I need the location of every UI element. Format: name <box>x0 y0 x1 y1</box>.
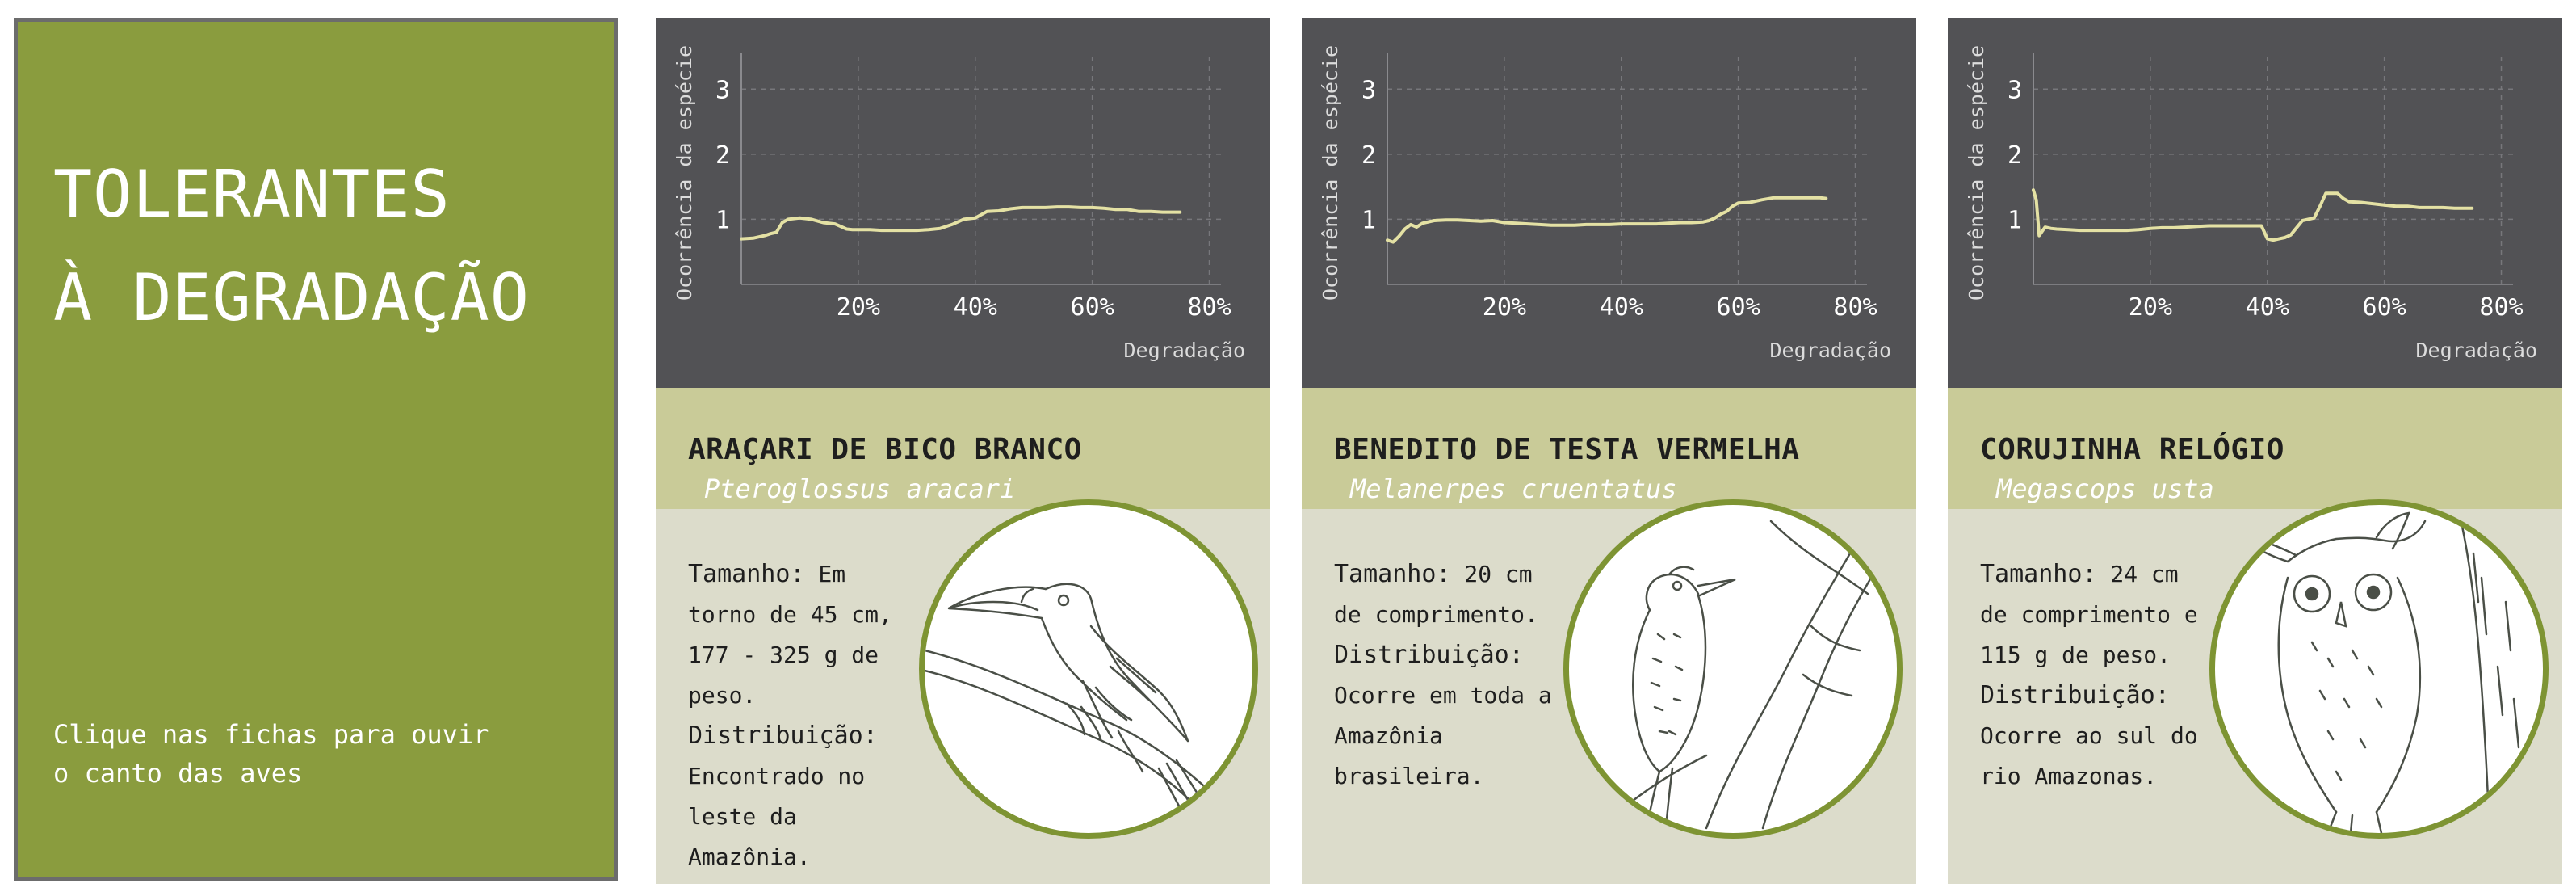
bird-card-aracari[interactable]: 1 2 3 20% 40% 60% 80% Degradação Ocorrência da e… <box>656 18 1270 884</box>
x-tick-label: 80% <box>1187 293 1231 322</box>
intro-hint-line2: o canto das aves <box>53 758 303 789</box>
y-tick-label: 3 <box>1361 76 1376 104</box>
bird-card-benedito[interactable]: 1 2 3 20% 40% 60% 80% Degradação Ocorrência da e… <box>1302 18 1916 884</box>
intro-panel: TOLERANTES À DEGRADAÇÃO Clique nas ficha… <box>14 18 618 881</box>
x-tick-label: 20% <box>1483 293 1526 322</box>
distribution-text: Ocorre em toda a Amazônia brasileira. <box>1334 682 1552 789</box>
common-name: ARAÇARI DE BICO BRANCO <box>688 433 1082 466</box>
y-tick-label: 2 <box>2008 141 2022 170</box>
scientific-name: Pteroglossus aracari <box>704 473 1016 504</box>
info-area: Tamanho: Em torno de 45 cm, 177 - 325 g … <box>656 499 1270 884</box>
x-tick-label: 80% <box>2479 293 2523 322</box>
x-tick-label: 20% <box>2129 293 2172 322</box>
scientific-name: Melanerpes cruentatus <box>1350 473 1677 504</box>
info-text: Tamanho: 24 cm de comprimento e 115 g de… <box>1980 554 2198 797</box>
toucan-illustration <box>919 499 1258 839</box>
occurrence-line <box>1386 196 1828 244</box>
x-tick-label: 60% <box>1717 293 1760 322</box>
name-band: ARAÇARI DE BICO BRANCO Pteroglossus arac… <box>656 388 1270 509</box>
distribution-label: Distribuição: <box>1980 681 2170 709</box>
intro-title-line1: TOLERANTES <box>53 157 451 232</box>
distribution-text: Ocorre ao sul do rio Amazonas. <box>1980 722 2198 789</box>
y-tick-label: 2 <box>715 141 730 170</box>
distribution-label: Distribuição: <box>1334 641 1524 669</box>
y-tick-label: 1 <box>715 206 730 234</box>
x-axis-label: Degradação <box>1123 339 1245 362</box>
info-area: Tamanho: 20 cm de comprimento. Distribui… <box>1302 499 1916 884</box>
common-name: BENEDITO DE TESTA VERMELHA <box>1334 433 1800 466</box>
size-text: 20 cm de comprimento. <box>1334 561 1538 628</box>
occurrence-line <box>740 205 1182 241</box>
info-text: Tamanho: Em torno de 45 cm, 177 - 325 g … <box>688 554 906 877</box>
y-axis-label: Ocorrência da espécie <box>1965 45 1988 301</box>
intro-hint-line1: Clique nas fichas para ouvir <box>53 719 489 750</box>
owl-drawing-icon <box>2245 505 2520 833</box>
x-tick-label: 40% <box>2246 293 2289 322</box>
intro-hint: Clique nas fichas para ouvir o canto das… <box>53 715 489 793</box>
x-tick-label: 60% <box>1071 293 1114 322</box>
x-tick-label: 40% <box>954 293 997 322</box>
woodpecker-drawing-icon <box>1600 520 1877 830</box>
owl-illustration <box>2209 499 2549 839</box>
y-axis-label: Ocorrência da espécie <box>1319 45 1342 301</box>
name-band: CORUJINHA RELÓGIO Megascops usta <box>1948 388 2562 509</box>
scientific-name: Megascops usta <box>1996 473 2214 504</box>
y-tick-label: 1 <box>1361 206 1376 234</box>
x-axis-label: Degradação <box>2415 339 2537 362</box>
toucan-drawing-icon <box>925 583 1233 830</box>
distribution-text: Encontrado no leste da Amazônia. <box>688 763 866 870</box>
y-tick-label: 3 <box>715 76 730 104</box>
occurrence-chart-svg: 1 2 3 20% 40% 60% 80% Degradação Ocorrência da e… <box>1965 45 2537 362</box>
intro-title-line2: À DEGRADAÇÃO <box>53 260 530 335</box>
bird-card-corujinha[interactable]: 1 2 3 20% 40% 60% 80% Degradação Ocorrência da e… <box>1948 18 2562 884</box>
size-label: Tamanho: <box>688 560 805 588</box>
size-text: Em torno de 45 cm, 177 - 325 g de peso. <box>688 561 892 709</box>
y-tick-label: 2 <box>1361 141 1376 170</box>
size-text: 24 cm de comprimento e 115 g de peso. <box>1980 561 2198 668</box>
occurrence-chart: 1 2 3 20% 40% 60% 80% Degradação Ocorrência da e… <box>1302 18 1916 388</box>
occurrence-line <box>2032 188 2474 242</box>
y-axis-label: Ocorrência da espécie <box>673 45 696 301</box>
occurrence-chart-svg: 1 2 3 20% 40% 60% 80% Degradação Ocorrência da e… <box>1319 45 1891 362</box>
size-label: Tamanho: <box>1980 560 2097 588</box>
occurrence-chart: 1 2 3 20% 40% 60% 80% Degradação Ocorrência da e… <box>656 18 1270 388</box>
occurrence-chart: 1 2 3 20% 40% 60% 80% Degradação Ocorrência da e… <box>1948 18 2562 388</box>
x-tick-label: 80% <box>1833 293 1877 322</box>
common-name: CORUJINHA RELÓGIO <box>1980 433 2284 466</box>
info-area: Tamanho: 24 cm de comprimento e 115 g de… <box>1948 499 2562 884</box>
x-tick-label: 60% <box>2363 293 2406 322</box>
name-band: BENEDITO DE TESTA VERMELHA Melanerpes cr… <box>1302 388 1916 509</box>
y-tick-label: 1 <box>2008 206 2022 234</box>
info-text: Tamanho: 20 cm de comprimento. Distribui… <box>1334 554 1552 797</box>
woodpecker-illustration <box>1563 499 1903 839</box>
intro-title: TOLERANTES À DEGRADAÇÃO <box>53 143 530 350</box>
y-tick-label: 3 <box>2008 76 2022 104</box>
x-tick-label: 40% <box>1600 293 1643 322</box>
occurrence-chart-svg: 1 2 3 20% 40% 60% 80% Degradação Ocorrência da e… <box>673 45 1245 362</box>
x-tick-label: 20% <box>837 293 880 322</box>
size-label: Tamanho: <box>1334 560 1451 588</box>
x-axis-label: Degradação <box>1769 339 1891 362</box>
distribution-label: Distribuição: <box>688 722 878 750</box>
